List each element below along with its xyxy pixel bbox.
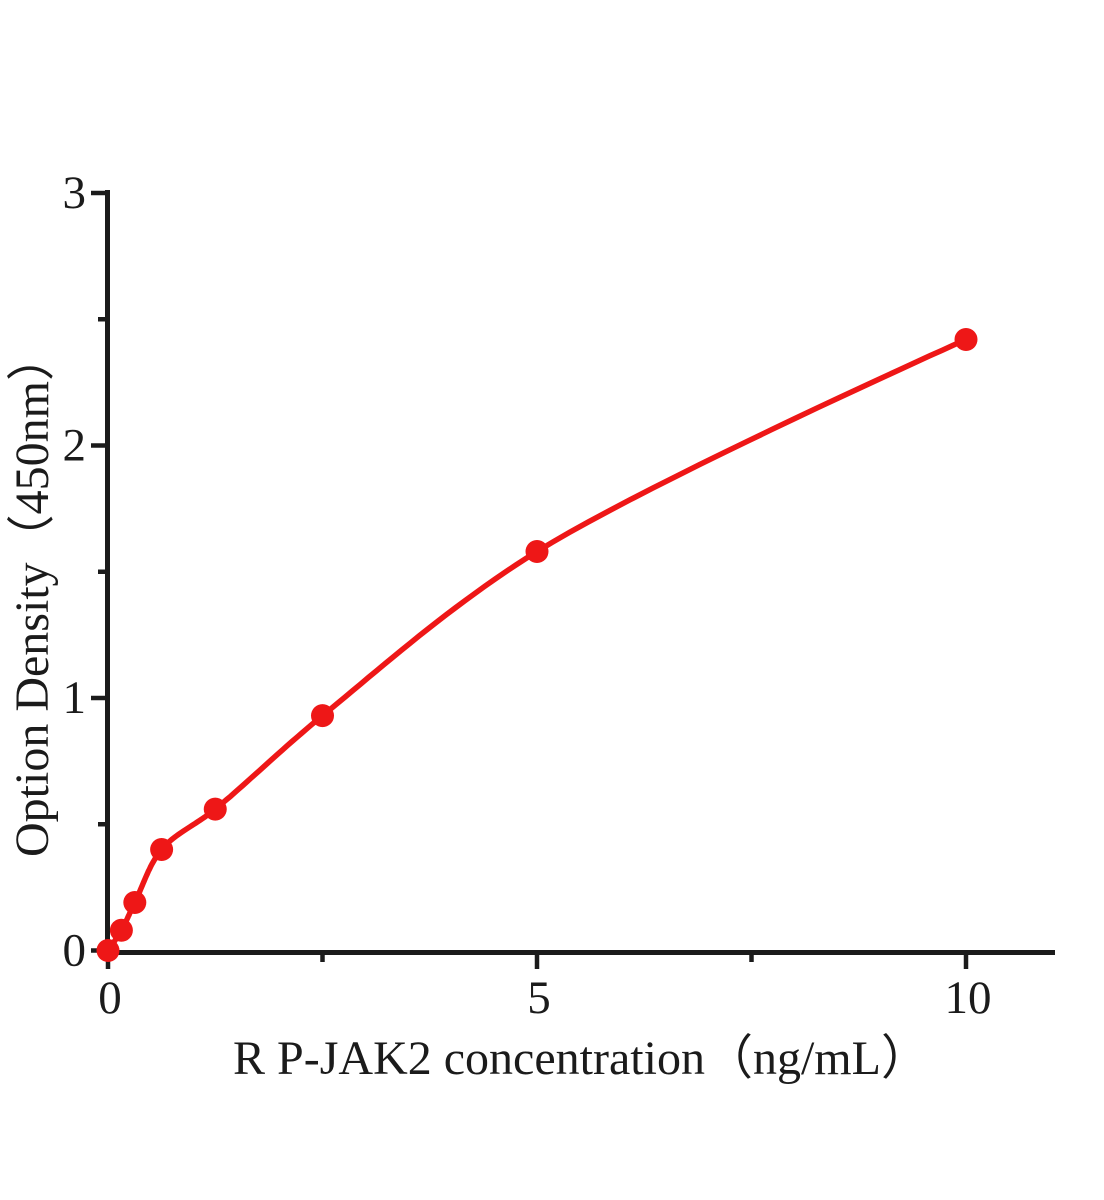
x-tick-label: 10 bbox=[945, 972, 992, 1024]
data-point bbox=[96, 939, 120, 962]
data-point bbox=[123, 891, 147, 915]
data-series bbox=[96, 327, 978, 962]
y-axis-title: Option Density（450nm） bbox=[6, 333, 59, 857]
fit-curve bbox=[105, 336, 969, 954]
y-tick-label: 3 bbox=[63, 167, 87, 219]
axes bbox=[105, 190, 1055, 955]
x-tick-label: 5 bbox=[527, 972, 551, 1024]
data-point bbox=[311, 704, 334, 728]
data-point bbox=[203, 797, 227, 821]
data-point bbox=[954, 327, 978, 351]
x-tick-label: 0 bbox=[98, 972, 122, 1024]
y-tick-label: 0 bbox=[63, 925, 87, 977]
y-tick-label: 1 bbox=[63, 672, 87, 724]
data-point bbox=[525, 540, 549, 564]
axis-ticks bbox=[91, 190, 969, 969]
data-point bbox=[109, 918, 133, 942]
x-axis-title: R P-JAK2 concentration（ng/mL） bbox=[233, 1032, 929, 1085]
data-point bbox=[150, 838, 174, 861]
axis-tick-labels: 0 5 10 0 1 2 3 bbox=[63, 167, 992, 1024]
y-tick-label: 2 bbox=[63, 420, 87, 472]
